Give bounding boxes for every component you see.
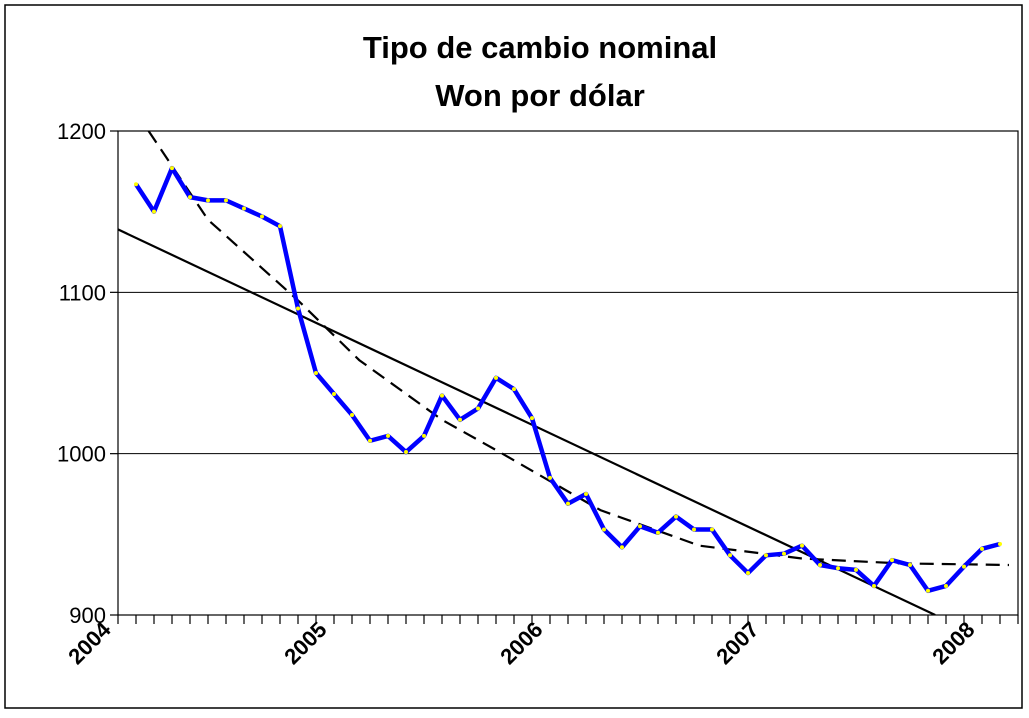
data-point [944,583,948,588]
chart-title: Tipo de cambio nominal [363,30,717,65]
chart-subtitle: Won por dólar [435,78,645,113]
data-point [512,387,516,392]
data-point [314,371,318,375]
data-point [998,542,1002,547]
data-point [134,182,138,187]
data-point [386,433,390,438]
data-point [350,412,354,417]
data-point [458,417,462,422]
y-tick-label: 900 [69,603,106,628]
data-point [764,553,768,558]
data-point [872,583,876,588]
y-tick-label: 1000 [57,442,106,467]
data-point [242,206,246,211]
data-point [440,393,444,398]
data-point [170,166,174,171]
data-point [638,524,642,529]
data-point [926,588,930,593]
data-point [908,562,912,567]
data-point [224,198,228,203]
data-point [548,475,552,480]
data-point [728,553,732,558]
data-point [404,450,408,455]
trend-line [118,228,936,615]
data-point [476,406,480,411]
data-point [368,438,372,443]
data-point [962,564,966,569]
data-point [530,416,534,421]
data-point [206,198,210,203]
data-point [890,558,894,563]
data-point [656,530,660,535]
data-point [620,545,624,550]
trend-line [147,131,1010,567]
data-point [602,527,606,532]
data-point [782,551,786,556]
data-point [980,546,984,551]
data-point [260,214,264,219]
y-tick-label: 1200 [57,119,106,144]
data-point [296,306,300,311]
data-point [278,224,282,229]
data-point [674,514,678,519]
data-point [710,527,714,532]
data-point [836,566,840,571]
data-point [566,501,570,506]
data-point [152,209,156,214]
data-point [854,567,858,572]
data-point [746,571,750,576]
data-point [494,375,498,380]
data-point [188,195,192,200]
data-point [800,543,804,548]
data-point [818,562,822,567]
data-point [332,391,336,396]
data-point [584,492,588,496]
data-point [422,433,426,438]
plot-area [117,130,1019,616]
y-tick-label: 1100 [59,280,106,305]
data-point [692,527,696,532]
